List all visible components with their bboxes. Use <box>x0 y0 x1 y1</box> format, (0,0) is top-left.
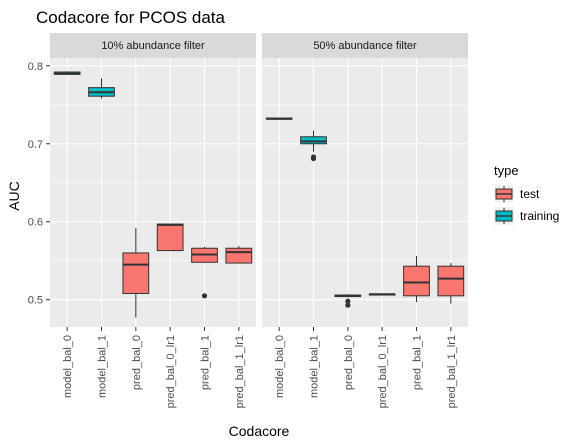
facet-strip <box>262 33 468 58</box>
outlier-point <box>345 302 351 308</box>
box-model_bal_0 <box>53 71 81 76</box>
facet-strip-label: 50% abundance filter <box>313 40 417 52</box>
outlier-point <box>345 298 351 304</box>
plot-area: 10% abundance filter model_bal_0 model_bal… <box>28 33 468 408</box>
x-tick-label: pred_bal_1 <box>200 335 212 390</box>
panel-background <box>262 58 468 327</box>
facet-strip-label: 10% abundance filter <box>101 40 205 52</box>
box-model_bal_1 <box>300 130 327 162</box>
x-tick-label: pred_bal_0 <box>131 335 143 390</box>
y-tick-label: 0.8 <box>28 61 43 73</box>
legend: type test training <box>494 163 559 225</box>
chart-title: Codacore for PCOS data <box>36 8 226 27</box>
box-body <box>225 247 253 264</box>
y-tick-label: 0.5 <box>28 295 43 307</box>
panel-background <box>50 58 256 327</box>
box-pred_bal_1 <box>191 246 218 299</box>
x-tick-label: model_bal_1 <box>97 335 109 398</box>
x-tick-label: pred_bal_1_lr1 <box>446 335 458 408</box>
x-tick-label: pred_bal_1_lr1 <box>234 335 246 408</box>
box-pred_bal_0_lr1 <box>156 223 184 252</box>
x-tick-label: pred_bal_1 <box>412 335 424 390</box>
y-axis-title: AUC <box>6 181 22 211</box>
x-tick-label: pred_bal_0_lr1 <box>377 335 389 408</box>
x-tick-label: model_bal_0 <box>274 335 286 398</box>
box-pred_bal_0_lr1 <box>368 293 396 296</box>
box-pred_bal_1_lr1 <box>437 263 465 304</box>
box-pred_bal_1 <box>403 256 430 303</box>
x-tick-label: model_bal_0 <box>62 335 74 398</box>
box-body <box>156 223 184 252</box>
box-pred_bal_1_lr1 <box>225 245 253 264</box>
legend-title: type <box>494 163 519 178</box>
box-pred_bal_0 <box>122 227 150 318</box>
legend-entry-test: test <box>494 185 540 203</box>
outlier-point <box>201 293 208 299</box>
box-body <box>437 265 465 297</box>
y-tick-label: 0.6 <box>28 217 43 229</box>
box-body <box>300 136 327 145</box>
legend-label: training <box>520 209 559 223</box>
outlier-point <box>310 155 317 162</box>
x-tick-label: pred_bal_0 <box>343 335 355 390</box>
box-body <box>122 252 150 294</box>
legend-label: test <box>520 187 540 201</box>
y-tick-label: 0.7 <box>28 139 43 151</box>
x-axis-title: Codacore <box>229 423 290 439</box>
legend-entry-training: training <box>494 207 559 225</box>
x-tick-label: pred_bal_0_lr1 <box>165 335 177 408</box>
box-model_bal_0 <box>265 117 293 120</box>
facet-strip <box>50 33 256 58</box>
box-pred_bal_0 <box>334 294 362 308</box>
x-tick-label: model_bal_1 <box>309 335 321 398</box>
box-model_bal_1 <box>88 78 115 99</box>
box-body <box>403 265 430 297</box>
